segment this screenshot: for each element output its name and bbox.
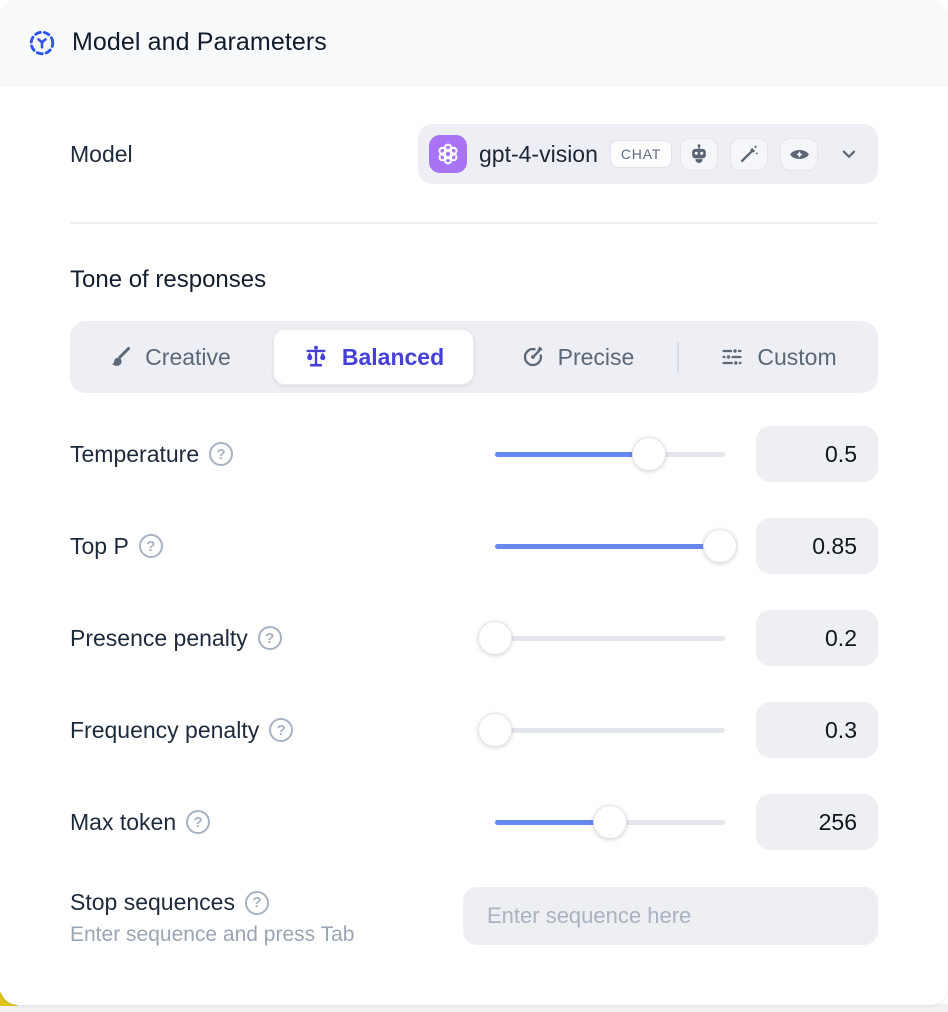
slider-handle[interactable] <box>703 529 738 563</box>
tone-tab-bar: Creative Balanced <box>70 321 878 393</box>
model-row: Model gpt-4-vision CHAT <box>70 124 878 184</box>
parameter-label: Top P <box>70 532 129 559</box>
tab-label: Balanced <box>341 343 445 370</box>
tab-bar-divider <box>677 342 679 372</box>
parameter-row-top-p: Top P 0.85 <box>70 518 878 574</box>
slider-handle[interactable] <box>478 713 512 747</box>
help-icon[interactable] <box>138 534 163 558</box>
parameter-label: Temperature <box>70 440 200 467</box>
parameter-label: Max token <box>70 808 177 835</box>
slider-handle[interactable] <box>478 621 512 655</box>
max-token-value[interactable]: 256 <box>756 794 878 850</box>
parameter-label: Presence penalty <box>70 624 248 651</box>
stop-sequences-label: Stop sequences <box>70 889 235 915</box>
parameter-row-temperature: Temperature 0.5 <box>70 426 878 482</box>
presence-penalty-slider[interactable] <box>478 620 725 656</box>
temperature-slider[interactable] <box>495 436 725 472</box>
tab-label: Precise <box>557 343 635 370</box>
panel-title: Model and Parameters <box>72 28 327 56</box>
slider-fill <box>495 820 610 825</box>
top-p-slider[interactable] <box>495 528 738 564</box>
slider-handle[interactable] <box>632 437 667 471</box>
panel-header: Model and Parameters <box>0 0 948 86</box>
temperature-value[interactable]: 0.5 <box>756 426 878 482</box>
slider-track[interactable] <box>495 636 725 641</box>
slider-track[interactable] <box>495 728 725 733</box>
parameter-label: Frequency penalty <box>70 716 260 743</box>
tab-creative[interactable]: Creative <box>70 321 269 393</box>
tab-precise[interactable]: Precise <box>478 321 677 393</box>
model-type-badge: CHAT <box>609 140 673 168</box>
parameter-row-max-token: Max token 256 <box>70 794 878 850</box>
stop-sequences-row: Stop sequences Enter sequence and press … <box>70 887 878 987</box>
tab-label: Creative <box>145 343 231 370</box>
parameter-list: Temperature 0.5 Top P <box>70 426 878 850</box>
target-icon <box>521 345 545 369</box>
magic-wand-icon <box>730 137 769 171</box>
model-hub-icon <box>28 29 56 57</box>
model-select-dropdown[interactable]: gpt-4-vision CHAT <box>418 124 878 184</box>
stop-sequence-input[interactable] <box>463 887 878 945</box>
help-icon[interactable] <box>244 890 269 915</box>
help-icon[interactable] <box>209 442 234 466</box>
openai-logo-icon <box>429 135 467 173</box>
help-icon[interactable] <box>269 718 294 742</box>
slider-handle[interactable] <box>593 805 627 839</box>
page-bottom-strip <box>0 1004 948 1012</box>
tab-label: Custom <box>757 343 837 370</box>
presence-penalty-value[interactable]: 0.2 <box>756 610 878 666</box>
slider-fill <box>495 452 650 457</box>
model-label: Model <box>70 140 133 167</box>
tab-custom[interactable]: Custom <box>679 321 878 393</box>
sliders-icon <box>720 345 744 369</box>
vision-eye-icon <box>780 137 819 171</box>
brush-icon <box>108 345 132 369</box>
tab-balanced[interactable]: Balanced <box>273 329 474 385</box>
max-token-slider[interactable] <box>495 804 725 840</box>
robot-icon <box>680 137 719 171</box>
section-divider <box>70 222 878 224</box>
chevron-down-icon <box>838 143 860 165</box>
parameter-row-presence-penalty: Presence penalty 0.2 <box>70 610 878 666</box>
selected-model-name: gpt-4-vision <box>479 140 598 167</box>
parameter-row-frequency-penalty: Frequency penalty 0.3 <box>70 702 878 758</box>
slider-fill <box>495 544 721 549</box>
help-icon[interactable] <box>257 626 282 650</box>
stop-sequences-helper: Enter sequence and press Tab <box>70 923 355 946</box>
frequency-penalty-value[interactable]: 0.3 <box>756 702 878 758</box>
help-icon[interactable] <box>186 810 211 834</box>
tone-section-title: Tone of responses <box>70 266 267 293</box>
frequency-penalty-slider[interactable] <box>478 712 725 748</box>
balance-scale-icon <box>303 344 329 370</box>
top-p-value[interactable]: 0.85 <box>756 518 878 574</box>
